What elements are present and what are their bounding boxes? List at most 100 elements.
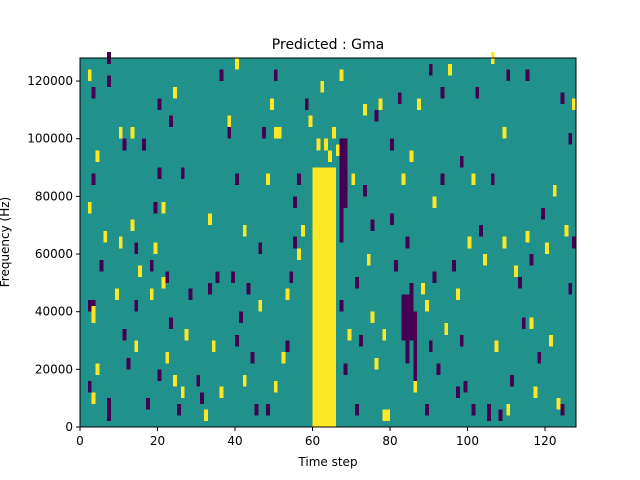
heatmap-cell bbox=[285, 288, 290, 301]
heatmap-cell bbox=[455, 386, 460, 399]
heatmap-cell bbox=[153, 202, 158, 214]
heatmap-cell bbox=[87, 69, 92, 82]
heatmap-dark-column bbox=[413, 311, 418, 381]
y-axis-ticks: 0 20000 40000 60000 80000 100000 120000 bbox=[27, 74, 80, 434]
heatmap-cell bbox=[335, 144, 340, 157]
heatmap-cell bbox=[428, 340, 433, 353]
heatmap-cell bbox=[378, 98, 383, 110]
heatmap-cell bbox=[525, 69, 530, 82]
heatmap-cell bbox=[103, 230, 108, 243]
heatmap-cell bbox=[235, 173, 239, 185]
heatmap-cell bbox=[471, 403, 476, 416]
heatmap-cell bbox=[424, 300, 429, 312]
heatmap-dark-column bbox=[401, 294, 406, 341]
heatmap-cell bbox=[517, 277, 522, 289]
heatmap-cell bbox=[490, 173, 495, 185]
heatmap-cell bbox=[514, 265, 518, 278]
x-tick-label: 80 bbox=[382, 434, 397, 448]
heatmap-cell bbox=[134, 242, 139, 255]
heatmap-cell bbox=[308, 115, 313, 128]
heatmap-cell bbox=[114, 288, 119, 301]
heatmap-cell bbox=[502, 127, 507, 139]
heatmap-cell bbox=[235, 58, 239, 70]
heatmap-cell bbox=[401, 173, 406, 185]
heatmap-cell bbox=[118, 127, 123, 139]
heatmap-cell bbox=[173, 375, 177, 387]
heatmap-cell bbox=[91, 392, 96, 404]
heatmap-cell bbox=[281, 352, 286, 364]
heatmap-cell bbox=[370, 219, 375, 231]
heatmap-cell bbox=[173, 86, 177, 99]
heatmap-cell bbox=[339, 300, 344, 312]
y-tick-label: 60000 bbox=[35, 247, 73, 261]
heatmap-cell bbox=[122, 328, 127, 341]
heatmap-cell bbox=[409, 150, 414, 162]
y-tick-label: 100000 bbox=[27, 132, 73, 146]
heatmap-cell bbox=[87, 202, 92, 214]
heatmap-cell bbox=[95, 363, 100, 376]
heatmap-cell bbox=[304, 98, 309, 110]
heatmap-cell bbox=[355, 277, 359, 289]
heatmap-cell bbox=[188, 288, 193, 301]
y-tick-label: 120000 bbox=[27, 74, 73, 88]
heatmap-cell bbox=[219, 69, 224, 82]
x-tick-label: 120 bbox=[534, 434, 557, 448]
heatmap-cell bbox=[572, 98, 576, 110]
heatmap-cell bbox=[405, 236, 410, 249]
heatmap-cell bbox=[196, 375, 201, 387]
heatmap-cell bbox=[421, 282, 425, 295]
heatmap-cell bbox=[258, 242, 263, 255]
heatmap-cell bbox=[235, 334, 239, 347]
heatmap-cell bbox=[246, 282, 251, 295]
heatmap-cell bbox=[130, 127, 135, 139]
chart-title: Predicted : Gma bbox=[272, 37, 384, 53]
x-axis-ticks: 0 20 40 60 80 100 120 bbox=[76, 427, 556, 448]
heatmap-cell bbox=[161, 277, 166, 289]
heatmap-cell bbox=[165, 352, 170, 364]
heatmap-dark-column bbox=[405, 294, 410, 364]
heatmap-cell bbox=[91, 86, 96, 99]
heatmap-cell bbox=[266, 403, 270, 416]
heatmap-cell bbox=[273, 69, 278, 82]
heatmap-cell bbox=[238, 311, 243, 324]
heatmap-cell bbox=[169, 317, 173, 329]
heatmap-cell bbox=[498, 409, 503, 422]
heatmap-cell bbox=[529, 317, 534, 329]
heatmap-cell bbox=[219, 386, 224, 399]
heatmap-cell bbox=[91, 173, 96, 185]
heatmap-cell bbox=[273, 127, 278, 139]
heatmap-cell bbox=[533, 386, 538, 399]
heatmap-cell bbox=[149, 259, 154, 272]
heatmap-cell bbox=[390, 213, 394, 226]
heatmap-cell bbox=[107, 75, 111, 87]
heatmap-cell bbox=[362, 184, 367, 197]
heatmap-cell bbox=[227, 115, 232, 128]
heatmap-cell bbox=[157, 167, 162, 180]
x-tick-label: 100 bbox=[456, 434, 479, 448]
heatmap-cell bbox=[432, 196, 437, 208]
heatmap-cell bbox=[254, 403, 259, 416]
y-axis-label: Frequency (Hz) bbox=[0, 197, 12, 288]
heatmap-cell bbox=[502, 236, 507, 249]
heatmap-cell bbox=[428, 63, 433, 76]
heatmap-cell bbox=[231, 271, 235, 283]
heatmap-cell bbox=[510, 375, 514, 387]
y-tick-label: 40000 bbox=[35, 305, 73, 319]
heatmap-cell bbox=[506, 403, 511, 416]
heatmap-cell bbox=[258, 300, 263, 312]
heatmap-cell bbox=[157, 369, 162, 381]
heatmap-bright-band bbox=[312, 167, 336, 427]
x-tick-label: 60 bbox=[305, 434, 320, 448]
heatmap-cell bbox=[440, 86, 445, 99]
heatmap-cell bbox=[262, 127, 266, 139]
heatmap-cell bbox=[359, 334, 363, 347]
heatmap-cells bbox=[80, 52, 576, 427]
heatmap-cell bbox=[215, 271, 220, 283]
heatmap-cell bbox=[459, 156, 464, 168]
heatmap-cell bbox=[374, 357, 379, 370]
heatmap-cell bbox=[393, 259, 398, 272]
heatmap-cell bbox=[339, 69, 344, 82]
heatmap-cell bbox=[316, 138, 321, 151]
heatmap-cell bbox=[180, 386, 185, 399]
heatmap-cell bbox=[87, 300, 92, 312]
